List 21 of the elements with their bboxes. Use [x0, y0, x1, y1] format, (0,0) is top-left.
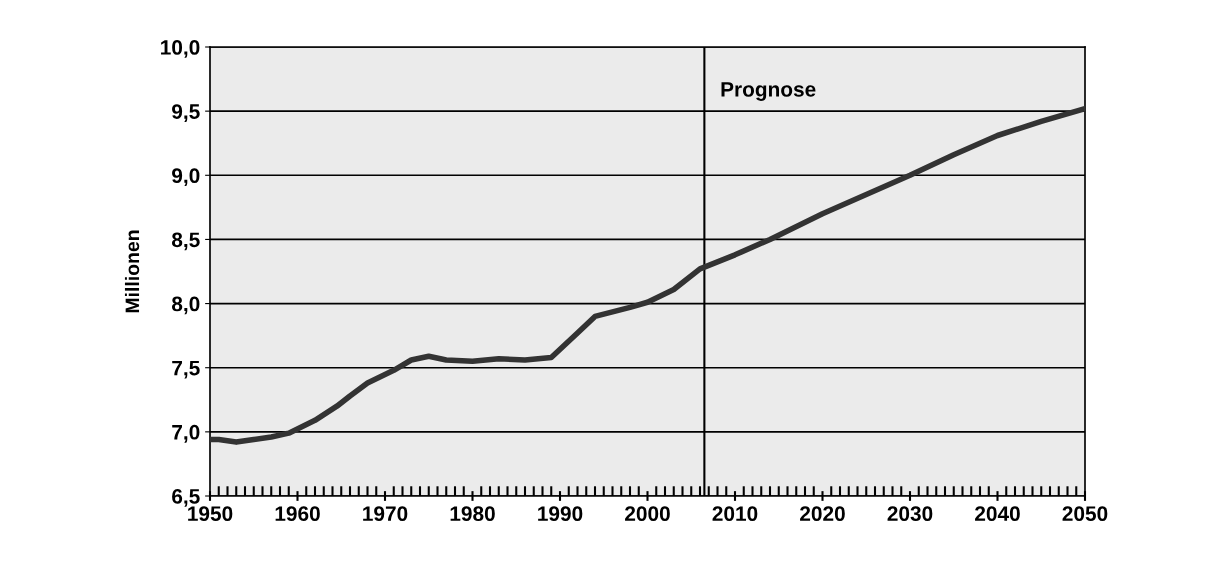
- ref-line-label: Prognose: [721, 82, 816, 101]
- x-tick-label: 1960: [275, 506, 320, 522]
- x-tick-label: 1970: [363, 506, 408, 522]
- y-tick-label: 9,5: [172, 104, 200, 122]
- x-tick-label: 1980: [450, 506, 495, 522]
- y-tick-label: 10,0: [161, 40, 200, 58]
- y-tick-label: 8,0: [171, 296, 200, 315]
- y-tick-label: 8,5: [171, 232, 200, 251]
- y-tick-label: 9,0: [172, 168, 200, 187]
- y-tick-label: 7,5: [172, 360, 200, 379]
- x-tick-label: 2030: [887, 506, 933, 522]
- x-tick-label: 2000: [625, 506, 670, 522]
- y-axis-title: Millionen: [124, 230, 140, 313]
- x-tick-label: 2050: [1062, 506, 1108, 522]
- x-tick-label: 2010: [712, 506, 758, 522]
- x-tick-label: 1990: [538, 506, 583, 522]
- x-tick-label: 2020: [800, 506, 845, 522]
- x-tick-label: 2040: [975, 506, 1020, 522]
- y-tick-label: 7,0: [172, 424, 200, 443]
- x-tick-label: 1950: [188, 506, 233, 522]
- y-tick-label: 6,5: [172, 489, 200, 507]
